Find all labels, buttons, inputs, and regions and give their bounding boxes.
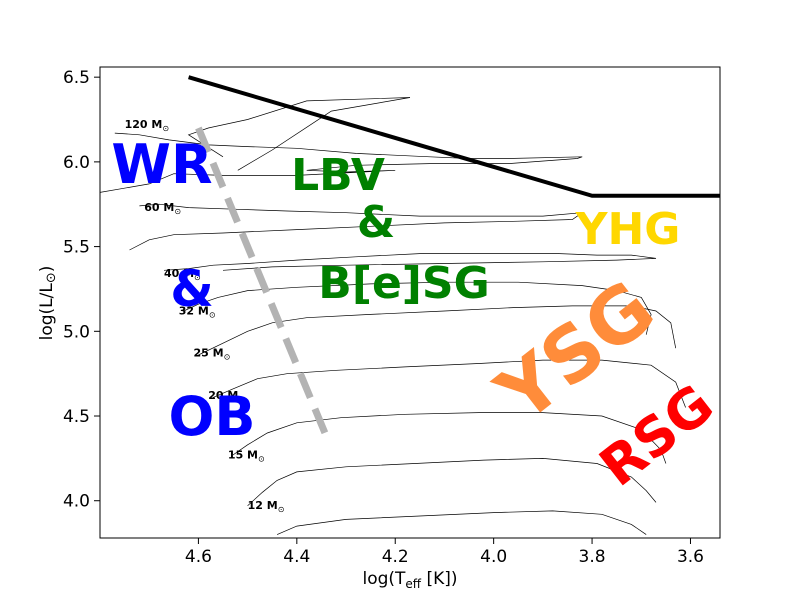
x-axis-ticks: 4.6 4.4 4.2 4.0 3.8 3.6: [185, 538, 704, 567]
region-label-bsg: B[e]SG: [318, 258, 489, 309]
y-tick-label: 6.5: [63, 68, 90, 88]
x-tick-label: 4.6: [185, 547, 212, 567]
mass-label: 25 M⊙: [193, 347, 230, 362]
mass-label: 15 M⊙: [228, 448, 265, 463]
mass-labels: 120 M⊙ 60 M⊙ 40 M⊙ 32 M⊙ 25 M⊙ 20 M⊙ 15 M⊙ 12 M…: [125, 118, 285, 514]
mass-label: 20 M⊙: [208, 389, 245, 404]
mass-label: 32 M⊙: [179, 304, 216, 319]
region-label-ampersand-green: &: [357, 197, 395, 248]
region-label-yhg: YHG: [575, 204, 681, 255]
evolutionary-tracks: [100, 97, 686, 535]
region-label-ampersand-blue: &: [170, 260, 214, 318]
track-line-120b: [187, 97, 411, 171]
track-line-10: [276, 510, 647, 535]
y-axis-label: log(L/L⊙): [37, 266, 59, 341]
track-line-25: [198, 305, 677, 356]
y-tick-label: 6.0: [63, 153, 90, 173]
x-axis-label: log(Teff [K]): [362, 569, 457, 591]
x-tick-label: 4.4: [283, 547, 310, 567]
x-tick-label: 3.8: [579, 547, 606, 567]
mass-label: 40 M⊙: [164, 267, 201, 282]
track-line-32: [183, 281, 652, 335]
region-label-rsg: RSG: [588, 372, 725, 498]
region-label-wr: WR: [111, 133, 212, 196]
mass-label: 60 M⊙: [144, 201, 181, 216]
dashed-boundary-line: [195, 126, 330, 438]
plot-frame: [99, 66, 721, 539]
humphreys-davidson-limit: [188, 75, 720, 198]
y-axis-ticks: 4.0 4.5 5.0 5.5 6.0 6.5: [63, 68, 100, 512]
track-line-60: [129, 203, 584, 251]
mass-label: 120 M⊙: [125, 118, 169, 133]
track-line-120: [100, 132, 583, 193]
track-line-40: [163, 253, 657, 271]
y-tick-label: 4.0: [63, 492, 90, 512]
region-label-ob: OB: [168, 385, 255, 448]
y-tick-label: 5.0: [63, 322, 90, 342]
zams-dashed-line: [195, 126, 330, 438]
track-line-20: [213, 359, 686, 408]
region-label-lbv: LBV: [291, 150, 385, 201]
hd-limit-line: [188, 75, 720, 198]
y-tick-label: 5.5: [63, 238, 90, 258]
track-line-15: [232, 412, 667, 464]
x-tick-label: 4.2: [382, 547, 409, 567]
y-tick-label: 4.5: [63, 407, 90, 427]
x-tick-label: 3.6: [677, 547, 704, 567]
track-line-12: [247, 458, 657, 507]
mass-label: 12 M⊙: [248, 499, 285, 514]
x-tick-label: 4.0: [480, 547, 507, 567]
